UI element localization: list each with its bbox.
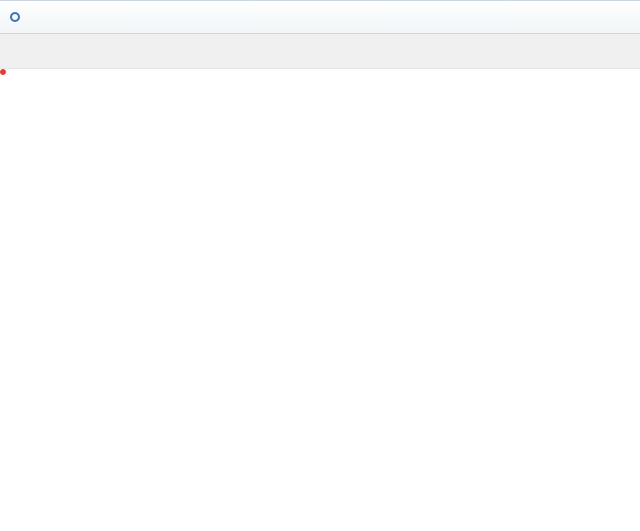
highlight-box (0, 69, 6, 75)
table-wrap (0, 34, 640, 69)
panel (0, 0, 640, 69)
header-left (10, 12, 28, 22)
panel-header (0, 0, 640, 34)
turnover-table (0, 34, 640, 69)
col-rate (320, 34, 640, 68)
bullet-icon (10, 12, 20, 22)
table-header-row (0, 34, 640, 68)
col-period (0, 34, 320, 68)
